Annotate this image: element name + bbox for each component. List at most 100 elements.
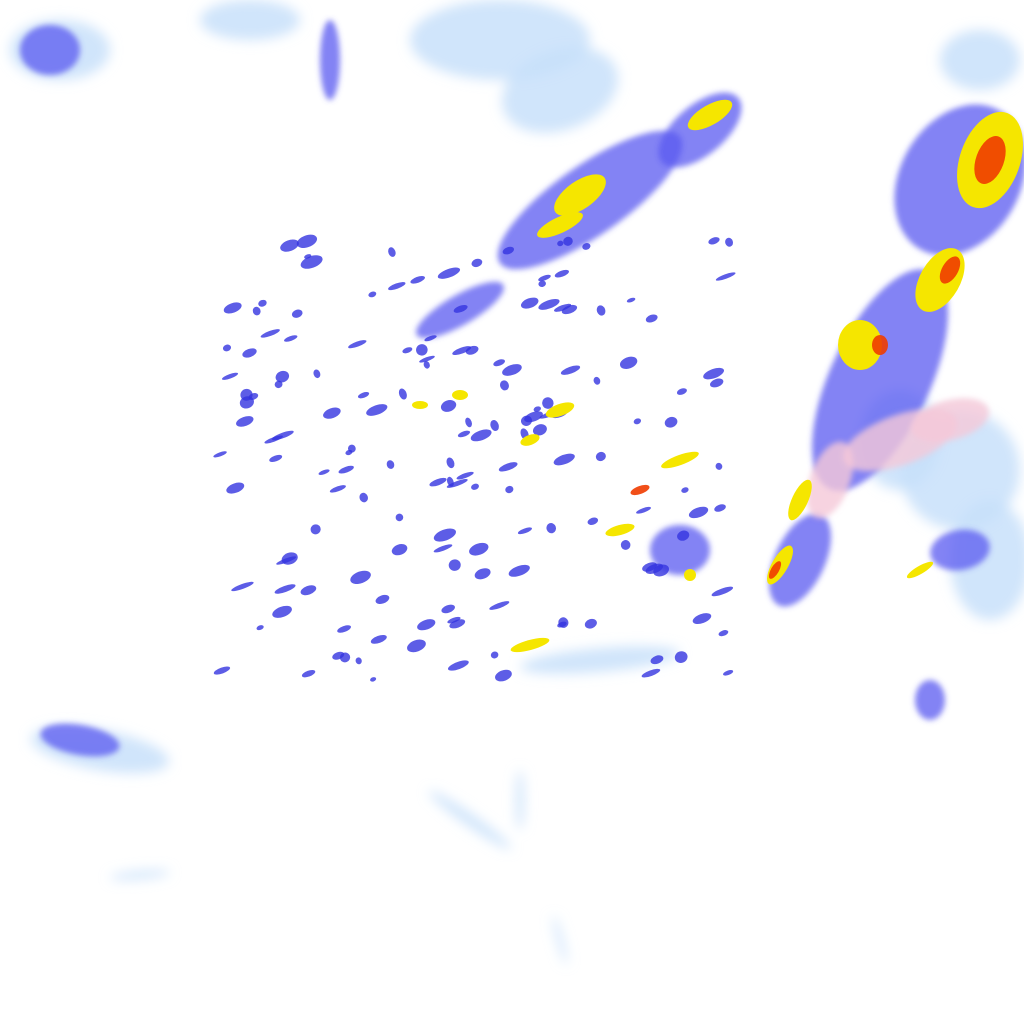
cell-echo xyxy=(357,391,370,399)
cell-echo xyxy=(284,335,298,342)
cell-echo xyxy=(495,669,512,682)
cell-echo xyxy=(240,388,253,401)
cell-echo xyxy=(447,616,461,624)
cell-echo xyxy=(722,670,734,676)
cell-echo xyxy=(546,523,557,534)
cell-echo xyxy=(489,601,510,610)
cell-echo xyxy=(557,240,564,247)
cell-echo xyxy=(499,380,509,391)
light-echo xyxy=(940,30,1020,90)
intense-core xyxy=(537,212,583,238)
cell-echo xyxy=(563,236,573,246)
cell-echo xyxy=(446,457,455,469)
cell-echo xyxy=(493,359,505,367)
cell-echo xyxy=(348,340,367,349)
cell-echo xyxy=(275,370,290,383)
cell-echo xyxy=(641,668,661,678)
intense-core xyxy=(788,479,812,521)
cell-echo xyxy=(291,309,303,318)
cell-echo xyxy=(557,621,567,628)
cell-echo xyxy=(711,586,734,597)
cell-echo xyxy=(593,376,601,385)
cell-echo xyxy=(447,660,469,671)
cell-echo xyxy=(633,418,642,425)
intense-core xyxy=(510,637,550,653)
cell-echo xyxy=(441,604,455,614)
cell-echo xyxy=(368,291,377,298)
cell-echo xyxy=(424,335,437,342)
cell-echo xyxy=(370,634,387,644)
cell-echo xyxy=(470,429,492,442)
cell-echo xyxy=(310,524,321,535)
intense-core xyxy=(684,569,696,581)
cell-echo xyxy=(388,282,406,291)
cell-echo xyxy=(619,356,638,369)
cell-echo xyxy=(725,237,734,247)
extreme-core xyxy=(630,484,650,496)
light-echo xyxy=(501,47,619,133)
cell-echo xyxy=(465,417,472,428)
cell-echo xyxy=(272,605,292,618)
cell-echo xyxy=(714,504,726,512)
cell-echo xyxy=(688,506,709,519)
cell-echo xyxy=(538,298,560,310)
intense-core xyxy=(687,99,733,131)
cell-echo xyxy=(636,506,651,514)
mixed-echo xyxy=(911,398,989,442)
cell-echo xyxy=(452,346,472,356)
moderate-echo xyxy=(320,20,340,100)
cell-echo xyxy=(323,407,341,419)
light-echo xyxy=(552,915,568,965)
cell-echo xyxy=(221,372,239,380)
cell-echo xyxy=(281,552,298,565)
cell-echo xyxy=(587,517,599,525)
moderate-echo xyxy=(769,513,831,607)
cell-echo xyxy=(502,364,522,376)
intense-core xyxy=(554,174,606,216)
light-echo xyxy=(110,870,170,880)
cell-echo xyxy=(329,485,346,493)
cell-echo xyxy=(419,355,435,363)
intense-core xyxy=(520,434,540,446)
cell-echo xyxy=(252,306,261,316)
cell-echo xyxy=(260,329,280,338)
cell-echo xyxy=(718,630,729,637)
cell-echo xyxy=(437,267,461,279)
cell-echo xyxy=(417,619,436,631)
cell-echo xyxy=(498,462,518,472)
light-echo xyxy=(516,770,524,830)
heavy-precipitation-layer xyxy=(213,234,736,682)
cell-echo xyxy=(300,255,323,269)
cell-echo xyxy=(596,305,606,316)
cell-echo xyxy=(280,239,299,252)
cell-echo xyxy=(236,416,254,427)
cell-echo xyxy=(375,594,390,604)
cell-echo xyxy=(681,487,689,493)
intense-core xyxy=(605,523,635,537)
cell-echo xyxy=(553,453,575,466)
cell-echo xyxy=(355,657,362,665)
cell-echo xyxy=(366,404,388,416)
light-echo xyxy=(200,0,300,40)
cell-echo xyxy=(313,369,321,379)
light-echo xyxy=(428,790,512,850)
cell-echo xyxy=(708,237,720,245)
intense-core xyxy=(545,402,575,418)
cell-echo xyxy=(469,542,489,556)
moderate-echo xyxy=(930,529,990,571)
cell-echo xyxy=(664,416,678,428)
cell-echo xyxy=(474,568,491,580)
moderate-echo xyxy=(915,680,945,720)
cell-echo xyxy=(524,411,543,423)
cell-echo xyxy=(538,280,546,288)
cell-echo xyxy=(388,247,396,257)
intense-core xyxy=(661,451,699,469)
cell-echo xyxy=(345,449,353,456)
cell-echo xyxy=(626,297,636,303)
cell-echo xyxy=(456,471,474,480)
cell-echo xyxy=(554,303,572,312)
cell-echo xyxy=(332,651,345,660)
cell-echo xyxy=(296,234,318,248)
cell-echo xyxy=(674,651,688,663)
